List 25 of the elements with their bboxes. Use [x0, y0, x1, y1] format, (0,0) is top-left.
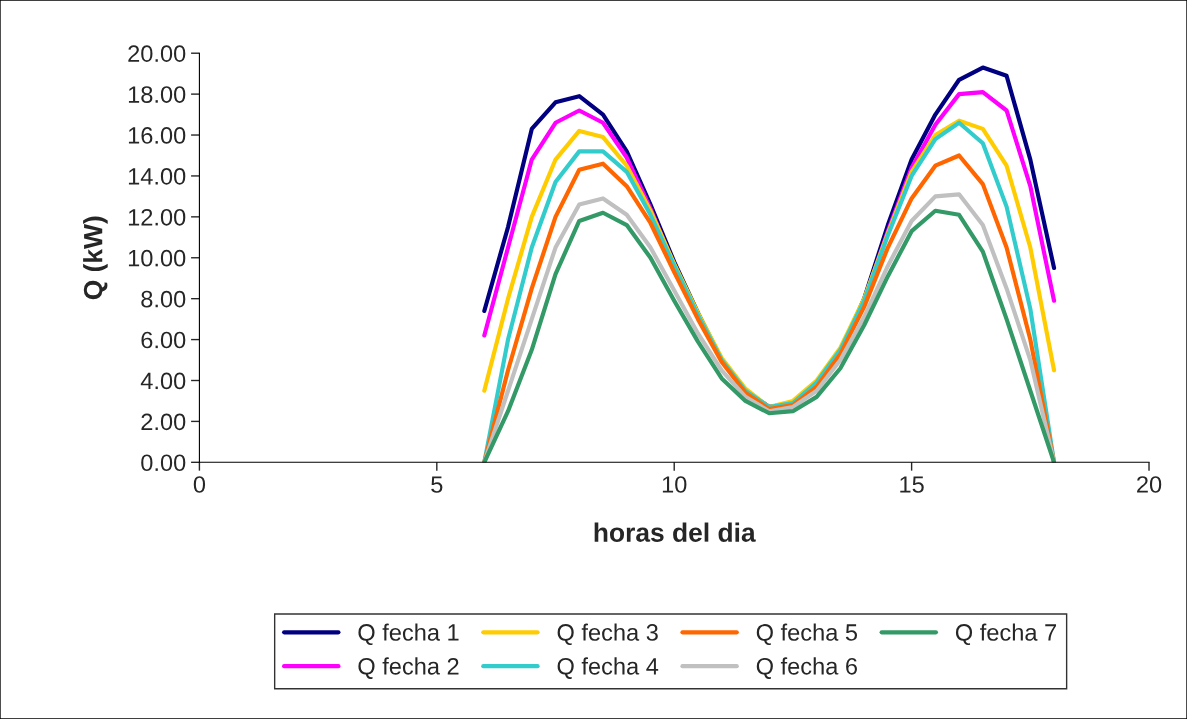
y-tick-label: 20.00	[128, 45, 186, 62]
legend-label: Q fecha 2	[358, 657, 459, 679]
y-axis-title: Q (kW)	[83, 216, 108, 300]
y-tick-label: 14.00	[128, 168, 186, 185]
x-tick-label: 20	[1137, 476, 1162, 493]
y-tick-label: 16.00	[128, 127, 186, 144]
legend-label: Q fecha 3	[557, 623, 658, 646]
legend-label: Q fecha 5	[756, 623, 858, 646]
legend-label: Q fecha 6	[756, 657, 857, 679]
y-tick-label: 6.00	[141, 331, 186, 349]
x-tick-label: 10	[662, 476, 687, 493]
y-tick-label: 12.00	[128, 208, 186, 226]
legend-label: Q fecha 1	[358, 623, 459, 646]
legend-label: Q fecha 7	[955, 623, 1057, 646]
y-tick-label: 18.00	[128, 86, 186, 103]
x-tick-label: 5	[431, 476, 443, 493]
y-tick-label: 4.00	[140, 372, 186, 390]
x-tick-label: 0	[193, 476, 206, 493]
x-tick-label: 15	[900, 476, 924, 493]
y-tick-label: 10.00	[128, 249, 186, 267]
y-tick-label: 8.00	[141, 290, 186, 308]
y-tick-label: 0.00	[141, 454, 186, 472]
x-axis-title: horas del dia	[594, 522, 756, 542]
legend-label: Q fecha 4	[557, 657, 659, 679]
y-tick-label: 2.00	[141, 413, 186, 431]
